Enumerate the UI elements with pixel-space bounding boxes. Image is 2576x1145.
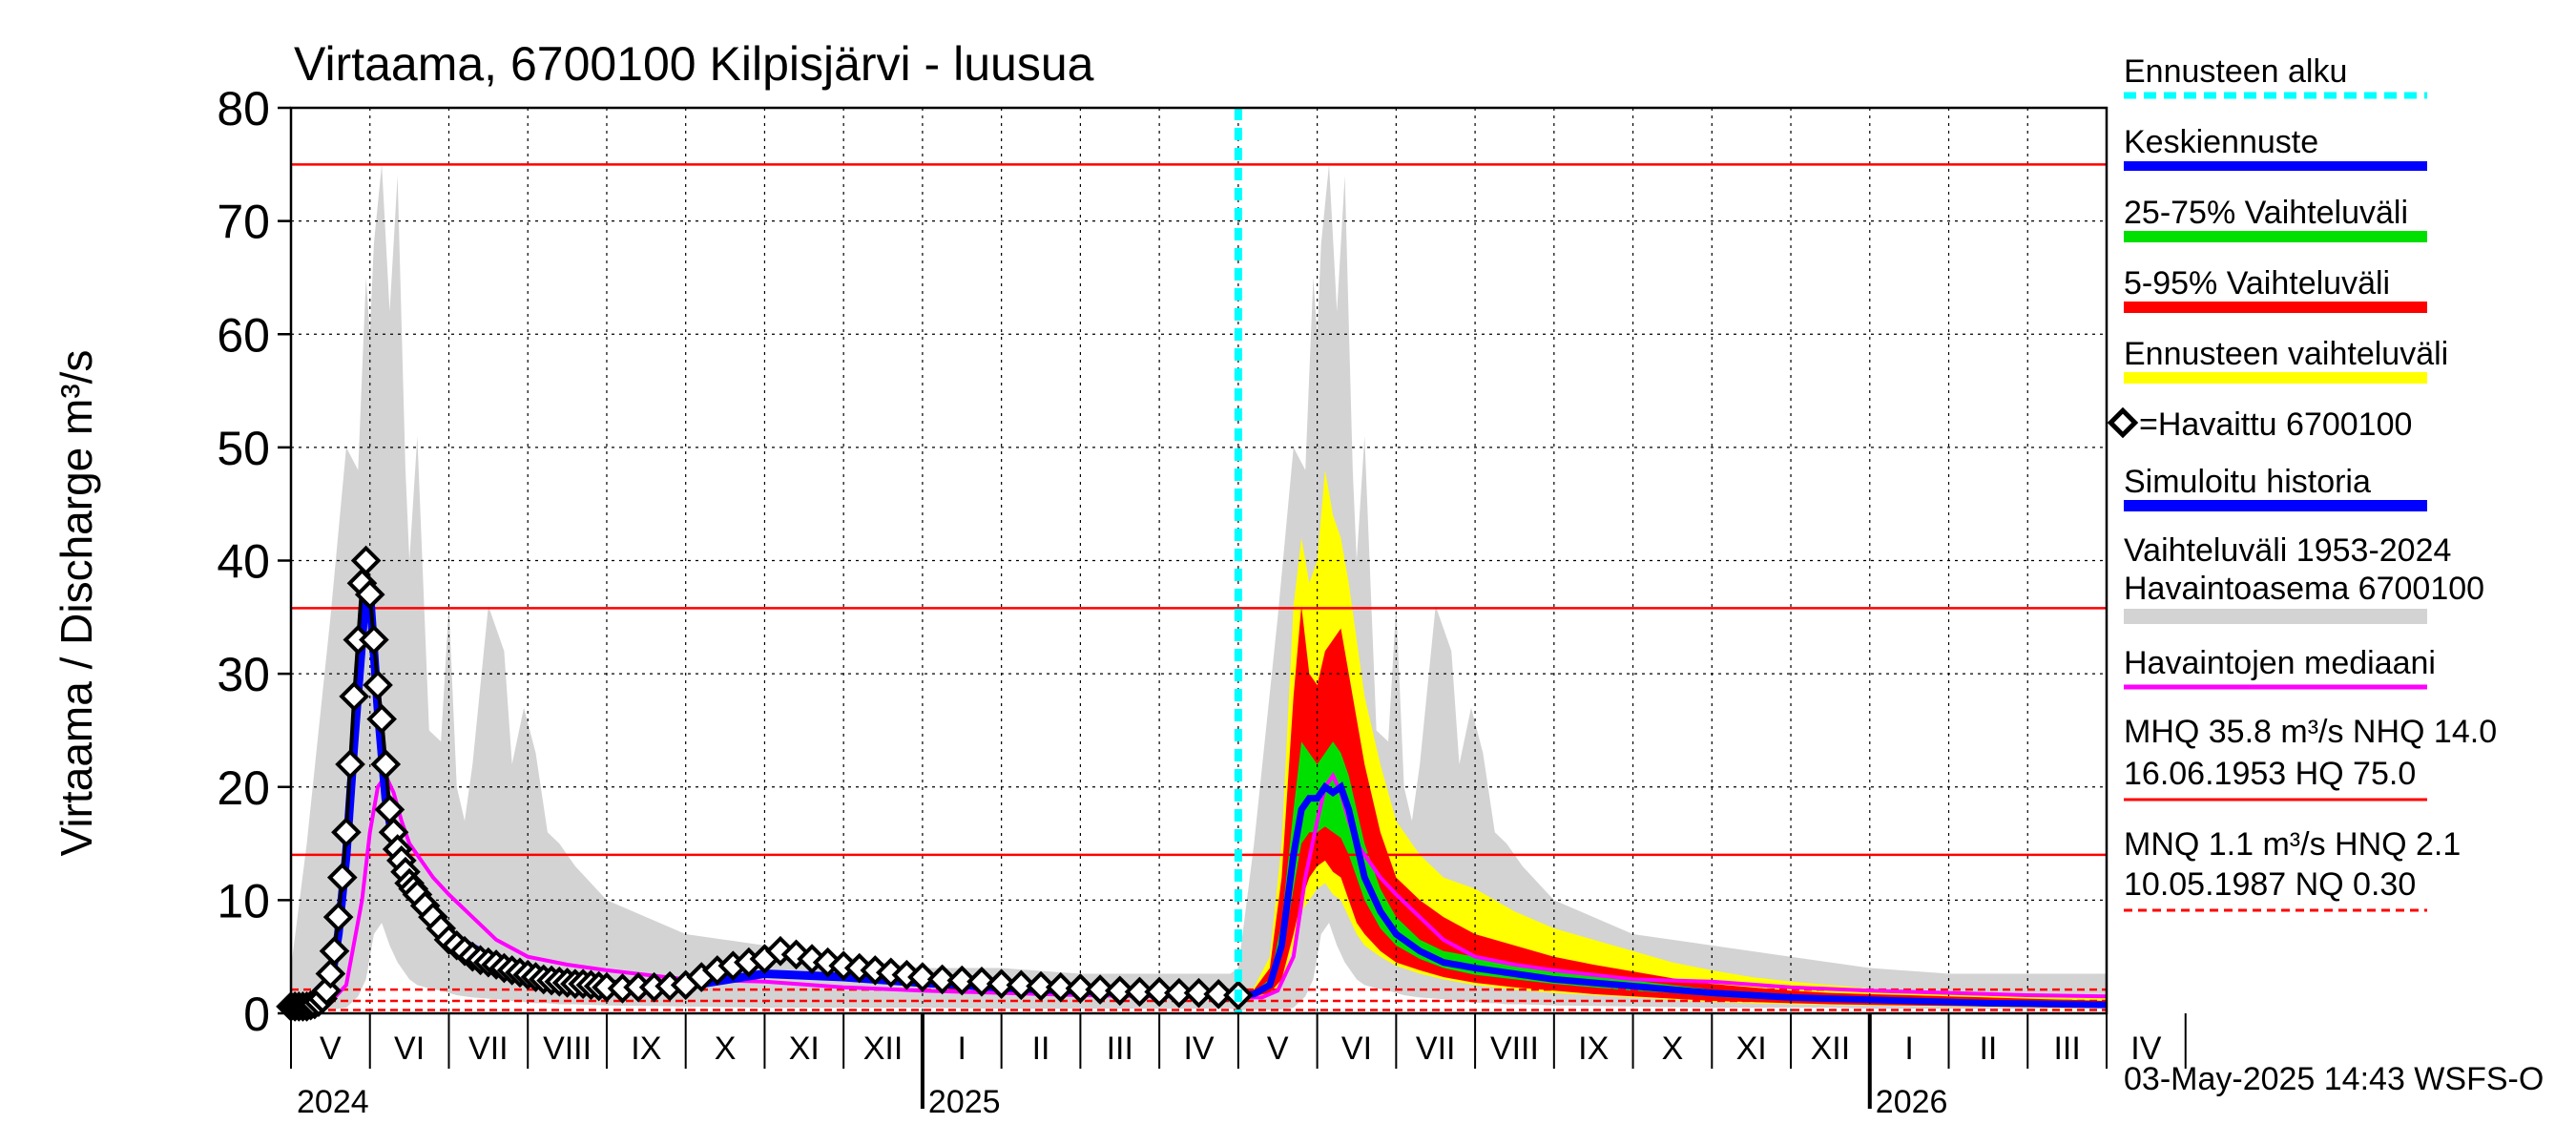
x-month-label: VII [468, 1030, 509, 1067]
legend-forecast-start-label: Ennusteen alku [2124, 53, 2347, 90]
observed-point [370, 749, 402, 780]
x-month-label: XI [789, 1030, 820, 1067]
observed-point [1085, 974, 1115, 1005]
observed-point [322, 902, 354, 932]
legend-history-label-1: Vaihteluväli 1953-2024 [2124, 532, 2451, 569]
legend-median-label: Havaintojen mediaani [2124, 645, 2436, 681]
observed-point [354, 579, 385, 610]
series-layer [291, 164, 2107, 1010]
observed-point [363, 670, 393, 700]
x-month-label: I [958, 1030, 966, 1067]
observed-point [1203, 979, 1235, 1010]
legend-observed-label: =Havaittu 6700100 [2139, 406, 2412, 443]
x-month-label: IX [631, 1030, 661, 1067]
x-month-label: XII [1811, 1030, 1851, 1067]
legend-nq-label-1: MNQ 1.1 m³/s HNQ 2.1 [2124, 826, 2461, 863]
y-tick-label: 40 [217, 535, 270, 589]
observed-point [1045, 971, 1076, 1003]
x-month-label: III [1107, 1030, 1133, 1067]
y-tick-label: 70 [217, 196, 270, 249]
x-month-label: VI [394, 1030, 425, 1067]
line-layer [276, 108, 2108, 1022]
observed-point [350, 545, 382, 576]
y-tick-label: 0 [243, 988, 270, 1041]
observed-point [1026, 970, 1056, 1002]
observed-point [926, 964, 958, 995]
x-month-label: IV [2130, 1030, 2161, 1067]
legend-forecast-range-label: Ennusteen vaihteluväli [2124, 336, 2448, 372]
timestamp: 03-May-2025 14:43 WSFS-O [2124, 1061, 2544, 1097]
x-month-label: I [1904, 1030, 1913, 1067]
x-month-label: IX [1578, 1030, 1609, 1067]
legend-history-label-2: Havaintoasema 6700100 [2124, 571, 2484, 607]
forecast-range-band [1237, 469, 2107, 1009]
x-month-label: X [1662, 1030, 1684, 1067]
observed-point [326, 862, 358, 893]
observed-point [1124, 976, 1155, 1008]
chart-title: Virtaama, 6700100 Kilpisjärvi - luusua [294, 37, 1094, 91]
observed-point [366, 703, 397, 735]
x-month-label: II [1979, 1030, 1997, 1067]
legend-simulated-label: Simuloitu historia [2124, 464, 2371, 500]
observed-point [1144, 976, 1174, 1008]
observed-point [319, 935, 350, 967]
x-month-label: XII [863, 1030, 904, 1067]
history-range-band [291, 164, 2107, 1010]
observed-point [780, 939, 812, 970]
legend: Ennusteen alku Keskiennuste 25-75% Vaiht… [2107, 53, 2497, 912]
legend-hq-label-1: MHQ 35.8 m³/s NHQ 14.0 [2124, 714, 2497, 750]
observed-point [1183, 977, 1215, 1009]
x-month-label: V [320, 1030, 342, 1067]
legend-mean-forecast-label: Keskiennuste [2124, 124, 2318, 160]
y-tick-label: 20 [217, 761, 270, 815]
x-year-label: 2024 [297, 1084, 369, 1120]
x-month-label: III [2053, 1030, 2080, 1067]
x-month-label: VI [1341, 1030, 1372, 1067]
legend-nq-label-2: 10.05.1987 NQ 0.30 [2124, 866, 2416, 903]
x-month-label: VII [1416, 1030, 1456, 1067]
observed-point [966, 966, 997, 997]
y-axis-label: Virtaama / Discharge m³/s [52, 350, 101, 857]
observed-point [339, 681, 370, 712]
y-tick-label: 80 [217, 82, 270, 135]
x-month-label: V [1267, 1030, 1289, 1067]
y-tick-label: 50 [217, 422, 270, 475]
y-tick-label: 60 [217, 308, 270, 362]
observed-point [1163, 977, 1195, 1009]
observed-point [946, 965, 978, 996]
y-tick-label: 30 [217, 648, 270, 701]
legend-hq-label-2: 16.06.1953 HQ 75.0 [2124, 756, 2416, 792]
grid-layer [291, 108, 2108, 1013]
observed-point [1006, 969, 1037, 1001]
observed-point [907, 962, 938, 992]
observed-point [335, 749, 365, 780]
x-month-label: X [715, 1030, 737, 1067]
observed-point [331, 817, 362, 848]
forecast-25-75-band [1237, 741, 2107, 1007]
x-month-label: II [1032, 1030, 1050, 1067]
x-year-label: 2026 [1876, 1084, 1948, 1120]
observed-point [315, 958, 346, 989]
x-month-label: IV [1183, 1030, 1214, 1067]
x-month-label: XI [1736, 1030, 1767, 1067]
mean-forecast-line [1237, 781, 2108, 1009]
observed-point [1065, 973, 1096, 1004]
x-month-label: VIII [543, 1030, 592, 1067]
x-year-label: 2025 [928, 1084, 1001, 1120]
observed-point [359, 624, 389, 656]
observed-point [1104, 975, 1135, 1007]
observed-point [986, 968, 1017, 999]
legend-range-25-75-label: 25-75% Vaihteluväli [2124, 195, 2408, 231]
legend-range-5-95-label: 5-95% Vaihteluväli [2124, 265, 2390, 302]
y-tick-label: 10 [217, 874, 270, 927]
legend-observed-marker-icon [2107, 406, 2139, 439]
x-month-label: VIII [1490, 1030, 1539, 1067]
